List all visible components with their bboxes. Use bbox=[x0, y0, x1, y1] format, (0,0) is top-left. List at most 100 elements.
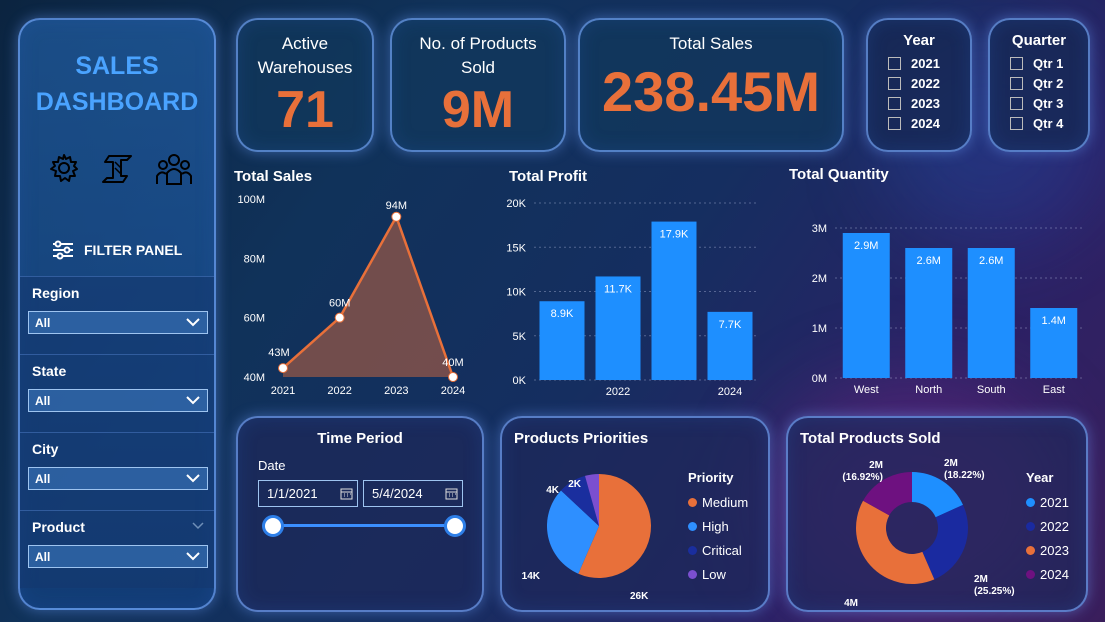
legend-item[interactable]: 2023 bbox=[1026, 538, 1069, 562]
total-profit-chart-title: Total Profit bbox=[509, 168, 588, 185]
kpi-value: 71 bbox=[276, 81, 334, 139]
pie-slice bbox=[547, 490, 599, 574]
city-label: City bbox=[32, 441, 59, 457]
year-option[interactable]: 2024 bbox=[888, 113, 970, 133]
chevron-down-icon bbox=[186, 474, 200, 483]
data-label: 4K bbox=[546, 485, 560, 496]
end-date-input[interactable]: 5/4/2024 bbox=[363, 480, 463, 507]
bar bbox=[707, 311, 753, 380]
slider-handle-start[interactable] bbox=[262, 515, 284, 537]
region-dropdown[interactable]: All bbox=[28, 311, 208, 334]
legend-item[interactable]: 2024 bbox=[1026, 562, 1069, 586]
area-fill bbox=[283, 216, 453, 377]
city-dropdown[interactable]: All bbox=[28, 467, 208, 490]
people-icon[interactable] bbox=[155, 152, 193, 186]
data-label: 2.6M bbox=[979, 255, 1003, 267]
bar bbox=[905, 248, 953, 378]
year-option[interactable]: 2022 bbox=[888, 73, 970, 93]
legend-item[interactable]: High bbox=[688, 514, 748, 538]
product-dropdown[interactable]: All bbox=[28, 545, 208, 568]
legend-item[interactable]: 2021 bbox=[1026, 490, 1069, 514]
y-tick-label: 60M bbox=[244, 313, 265, 325]
checkbox[interactable] bbox=[888, 76, 901, 90]
y-tick-label: 0M bbox=[812, 373, 827, 385]
y-tick-label: 80M bbox=[244, 253, 265, 265]
legend-item[interactable]: 2022 bbox=[1026, 514, 1069, 538]
checkbox[interactable] bbox=[1010, 96, 1023, 110]
pie-slice bbox=[922, 504, 968, 580]
data-label: 2M (18.22%) bbox=[944, 458, 985, 481]
time-period-title: Time Period bbox=[317, 430, 403, 447]
product-value: All bbox=[35, 550, 51, 564]
state-dropdown[interactable]: All bbox=[28, 389, 208, 412]
year-slicer: Year 2021 2022 2023 2024 bbox=[866, 18, 972, 152]
quarter-option[interactable]: Qtr 1 bbox=[1010, 53, 1088, 73]
calendar-icon[interactable] bbox=[340, 487, 353, 500]
quarter-option[interactable]: Qtr 4 bbox=[1010, 113, 1088, 133]
quarter-option[interactable]: Qtr 2 bbox=[1010, 73, 1088, 93]
state-value: All bbox=[35, 394, 51, 408]
data-label: 4M(39.6%) bbox=[823, 598, 858, 610]
year-legend: Year 2021 2022 2023 2024 bbox=[1026, 470, 1069, 586]
data-label: 2.6M bbox=[917, 255, 941, 267]
x-tick-label: 2022 bbox=[606, 386, 630, 398]
data-label: 40M bbox=[442, 357, 463, 369]
steel-beam-icon[interactable] bbox=[101, 152, 135, 186]
filter-panel-header: FILTER PANEL bbox=[52, 240, 182, 260]
x-tick-label: South bbox=[977, 384, 1006, 396]
year-option[interactable]: 2021 bbox=[888, 53, 970, 73]
x-tick-label: 2021 bbox=[271, 385, 295, 397]
checkbox[interactable] bbox=[1010, 56, 1023, 70]
x-tick-label: East bbox=[1043, 384, 1065, 396]
checkbox[interactable] bbox=[888, 96, 901, 110]
checkbox[interactable] bbox=[1010, 76, 1023, 90]
priority-legend: Priority Medium High Critical Low bbox=[688, 470, 748, 586]
data-label: 2K bbox=[568, 479, 582, 490]
total-products-sold-title: Total Products Sold bbox=[800, 430, 941, 447]
quarter-option[interactable]: Qtr 3 bbox=[1010, 93, 1088, 113]
start-date-input[interactable]: 1/1/2021 bbox=[258, 480, 358, 507]
date-slider-track[interactable] bbox=[274, 524, 456, 527]
kpi-active-warehouses: Active Warehouses 71 bbox=[236, 18, 374, 152]
bar bbox=[1030, 308, 1078, 378]
data-label: 2M (25.25%) bbox=[974, 574, 1015, 597]
year-option[interactable]: 2023 bbox=[888, 93, 970, 113]
pie-slice bbox=[856, 500, 935, 584]
filter-panel-label: FILTER PANEL bbox=[84, 242, 183, 258]
dashboard-title-line2: DASHBOARD bbox=[35, 88, 199, 116]
y-tick-label: 2M bbox=[812, 273, 827, 285]
data-label: 11.7K bbox=[604, 283, 633, 295]
data-label: 14K bbox=[522, 571, 541, 582]
x-tick-label: North bbox=[915, 384, 942, 396]
y-tick-label: 15K bbox=[506, 242, 526, 254]
y-tick-label: 3M bbox=[812, 223, 827, 235]
x-tick-label: 2024 bbox=[441, 385, 465, 397]
legend-item[interactable]: Low bbox=[688, 562, 748, 586]
bar bbox=[539, 301, 585, 380]
total-quantity-bar-chart: 0M 1M 2M 3M 2.9M West 2.6M North 2.6M South 1.4M Ea… bbox=[812, 223, 1085, 396]
gear-icon[interactable] bbox=[48, 152, 80, 184]
x-tick-label: West bbox=[854, 384, 879, 396]
data-label: 60M bbox=[329, 298, 350, 310]
checkbox[interactable] bbox=[888, 116, 901, 130]
total-products-sold-panel: Total Products Sold 2M (18.22%) 2M (25.25%)… bbox=[786, 416, 1088, 612]
data-label: 2.9M bbox=[854, 240, 878, 252]
calendar-icon[interactable] bbox=[445, 487, 458, 500]
data-label: 94M bbox=[386, 200, 407, 212]
legend-item[interactable]: Medium bbox=[688, 490, 748, 514]
chevron-down-icon bbox=[186, 318, 200, 327]
legend-title: Year bbox=[1026, 470, 1054, 485]
product-filter: Product All bbox=[20, 510, 214, 588]
products-priorities-panel: Products Priorities 26K 14K 4K 2K Priority … bbox=[500, 416, 770, 612]
kpi-value: 9M bbox=[441, 81, 515, 139]
quarter-slicer: Quarter Qtr 1 Qtr 2 Qtr 3 Qtr 4 bbox=[988, 18, 1090, 152]
checkbox[interactable] bbox=[1010, 116, 1023, 130]
pie-slice bbox=[578, 474, 651, 578]
legend-item[interactable]: Critical bbox=[688, 538, 748, 562]
slider-handle-end[interactable] bbox=[444, 515, 466, 537]
kpi-products-sold: No. of Products Sold 9M bbox=[390, 18, 566, 152]
total-profit-bar-chart: 0K 5K 10K 15K 20K 8.9K 11.7K 2022 17.9K 7.7K 2024 bbox=[506, 198, 758, 398]
checkbox[interactable] bbox=[888, 56, 901, 70]
region-value: All bbox=[35, 316, 51, 330]
x-tick-label: 2022 bbox=[327, 385, 351, 397]
